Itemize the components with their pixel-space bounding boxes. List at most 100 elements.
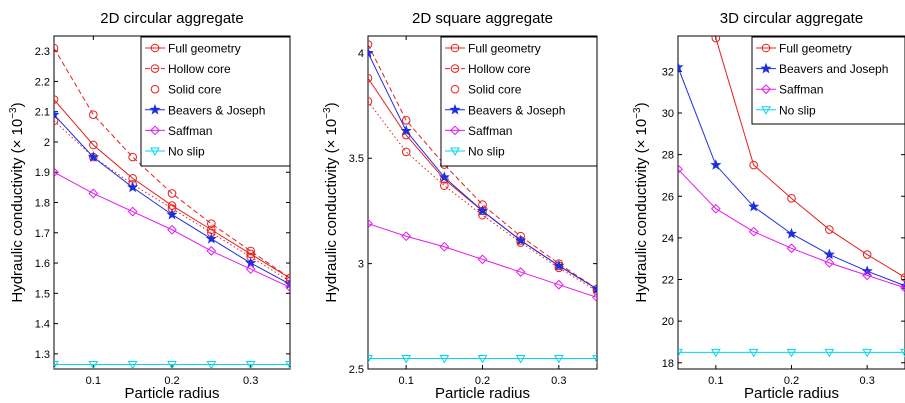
series-group xyxy=(54,43,290,369)
data-point xyxy=(710,203,721,214)
data-point xyxy=(749,160,758,170)
x-axis-label: Particle radius xyxy=(744,385,839,402)
x-tick-label: 0.2 xyxy=(784,375,799,387)
data-point xyxy=(89,110,98,120)
data-point xyxy=(285,276,290,286)
data-point xyxy=(205,232,217,244)
series-group xyxy=(368,40,597,364)
data-point xyxy=(678,348,683,358)
data-point xyxy=(710,348,721,358)
y-tick-label: 1.3 xyxy=(35,349,50,361)
x-tick-label: 0.3 xyxy=(243,375,258,387)
legend-label: Saffman xyxy=(779,83,823,97)
legend-marker xyxy=(450,125,460,136)
y-tick-label: 2 xyxy=(44,137,50,149)
y-axis-label-text: Hydraulic conductivity (× 10 xyxy=(633,119,650,303)
y-tick-label: 26 xyxy=(662,191,674,203)
y-axis-label: Hydraulic conductivity (× 10−3) xyxy=(632,102,650,302)
y-tick-label: 1.7 xyxy=(35,228,50,240)
series-group xyxy=(678,36,905,358)
y-axis-label: Hydraulic conductivity (× 10−3) xyxy=(8,102,26,302)
data-point xyxy=(678,164,683,175)
y-tick-label: 3 xyxy=(358,259,364,271)
data-point xyxy=(285,282,290,293)
legend-box xyxy=(440,36,598,167)
data-point xyxy=(786,243,797,254)
data-point xyxy=(786,348,797,358)
data-point xyxy=(476,205,489,216)
data-point xyxy=(748,200,760,212)
legend-label: No slip xyxy=(168,145,205,159)
data-point xyxy=(515,267,526,277)
data-point xyxy=(401,147,411,157)
data-point xyxy=(368,354,373,364)
data-point xyxy=(438,171,450,182)
legend-label: Hollow core xyxy=(468,62,531,76)
data-point xyxy=(824,257,835,268)
data-point xyxy=(515,354,526,364)
series-line-3 xyxy=(678,168,905,289)
data-point xyxy=(89,140,98,150)
x-tick-label: 0.1 xyxy=(708,375,723,387)
data-point xyxy=(88,188,99,199)
data-point xyxy=(368,97,373,106)
data-point xyxy=(592,286,597,296)
y-axis-label-close: ) xyxy=(323,102,340,107)
data-point xyxy=(400,124,412,136)
legend-label: Full geometry xyxy=(468,42,541,56)
data-point xyxy=(591,283,597,294)
y-tick-label: 1.6 xyxy=(35,258,50,270)
legend-box xyxy=(751,36,905,125)
legend-marker xyxy=(150,64,160,73)
chart-panel-2: 2D square aggregate 0.1 0.2 0.3 2.5 3 3.5 4 Part… xyxy=(322,10,598,402)
legend-label: Full geometry xyxy=(779,42,852,56)
legend-marker xyxy=(150,125,160,136)
data-point xyxy=(54,108,60,120)
legend-marker xyxy=(761,43,771,53)
data-point xyxy=(862,250,872,259)
legend-marker xyxy=(449,103,461,115)
data-point xyxy=(167,224,177,235)
data-point xyxy=(87,151,99,162)
legend-label: Solid core xyxy=(168,83,222,97)
data-point xyxy=(825,225,834,234)
data-point xyxy=(167,189,177,198)
data-point xyxy=(823,248,835,260)
x-tick-label: 0.2 xyxy=(164,375,179,387)
data-point xyxy=(439,241,450,252)
x-tick-label: 0.3 xyxy=(860,375,875,387)
data-point xyxy=(401,116,411,125)
y-tick-label: 28 xyxy=(662,150,674,162)
y-tick-label: 1.8 xyxy=(35,198,50,210)
data-point xyxy=(785,227,798,239)
x-axis-label: Particle radius xyxy=(124,385,219,402)
data-point xyxy=(748,348,759,358)
x-axis-label: Particle radius xyxy=(435,385,530,402)
y-axis-label: Hydraulic conductivity (× 10−3) xyxy=(322,102,340,302)
data-point xyxy=(368,73,373,83)
legend-marker xyxy=(761,106,771,115)
data-point xyxy=(285,273,290,283)
data-point xyxy=(592,284,597,294)
data-point xyxy=(678,61,684,72)
data-point xyxy=(787,194,796,203)
y-tick-label: 30 xyxy=(662,108,674,120)
data-point xyxy=(88,360,99,369)
legend-marker xyxy=(760,62,772,74)
legend: Full geometry Hollow core Solid core Beaver… xyxy=(440,36,598,167)
series-line-5 xyxy=(54,171,290,288)
legend-marker xyxy=(450,64,460,73)
data-point xyxy=(862,270,873,281)
legend-label: Beavers & Joseph xyxy=(168,103,265,117)
data-point xyxy=(900,282,905,293)
legend-label: Beavers and Joseph xyxy=(779,62,888,76)
legend-label: Full geometry xyxy=(168,42,241,56)
y-tick-label: 2.5 xyxy=(349,364,364,376)
chart-title: 2D circular aggregate xyxy=(100,10,243,27)
y-tick-label: 4 xyxy=(358,48,364,60)
data-point xyxy=(553,354,564,364)
chart-title: 3D circular aggregate xyxy=(720,10,863,27)
data-point xyxy=(592,292,597,303)
data-point xyxy=(245,360,256,369)
